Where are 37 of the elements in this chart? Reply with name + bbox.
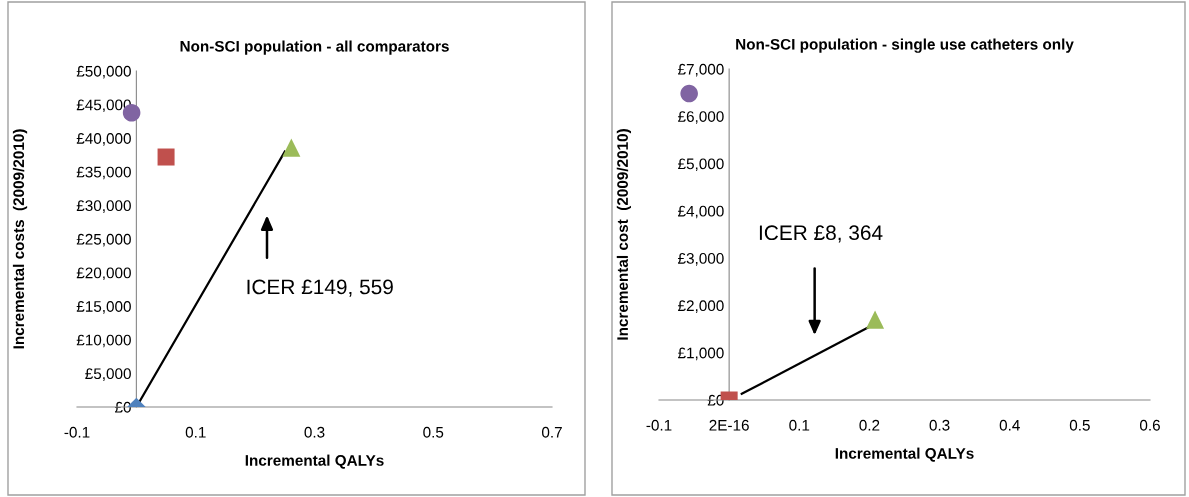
x-axis-title: Incremental QALYs [835, 447, 974, 462]
x-tick-label: 0.6 [1139, 419, 1160, 431]
chart-title: Non-SCI population - single use catheters only [736, 38, 1074, 53]
x-tick-label: 0.4 [999, 419, 1020, 431]
x-tick-label: 0.3 [304, 426, 325, 438]
y-tick-label: £3,000 [677, 253, 724, 266]
x-tick-label: 0.2 [859, 419, 880, 431]
y-tick-label: £4,000 [677, 205, 724, 219]
y-tick-label: £2,000 [677, 300, 724, 313]
x-tick-label: 2E-16 [709, 419, 749, 431]
y-tick-label: £1,000 [677, 347, 724, 361]
y-axis-title: Incremental cost (2009/2010) [616, 129, 632, 340]
y-tick-label: £5,000 [677, 158, 724, 172]
y-tick-label: £25,000 [76, 233, 131, 247]
y-tick-label: £50,000 [76, 65, 131, 79]
y-tick-label: £30,000 [76, 200, 131, 213]
x-tick-label: -0.1 [64, 426, 90, 438]
y-tick-label: £7,000 [677, 63, 724, 77]
y-tick-label: £6,000 [677, 111, 724, 124]
y-tick-label: £10,000 [76, 334, 131, 348]
annotation: ICER £8, 364 [759, 225, 883, 243]
x-tick-label: 0.5 [1069, 419, 1090, 431]
x-axis-title: Incremental QALYs [245, 454, 384, 469]
y-axis-title: Incremental costs (2009/2010) [12, 129, 28, 349]
x-tick-label: 0.1 [789, 419, 810, 431]
y-tick-label: £20,000 [76, 267, 131, 281]
annotation: ICER £149, 559 [247, 279, 393, 297]
y-tick-label: £15,000 [76, 301, 131, 314]
y-tick-label: £5,000 [85, 368, 131, 381]
x-tick-label: 0.3 [929, 419, 950, 431]
x-tick-label: 0.1 [185, 426, 206, 438]
y-tick-label: £35,000 [76, 166, 131, 180]
y-tick-label: £40,000 [76, 133, 131, 146]
x-tick-label: 0.5 [423, 426, 444, 438]
x-tick-label: -0.1 [646, 419, 672, 431]
x-tick-label: 0.7 [541, 426, 562, 438]
chart-title: Non-SCI population - all comparators [180, 40, 449, 55]
